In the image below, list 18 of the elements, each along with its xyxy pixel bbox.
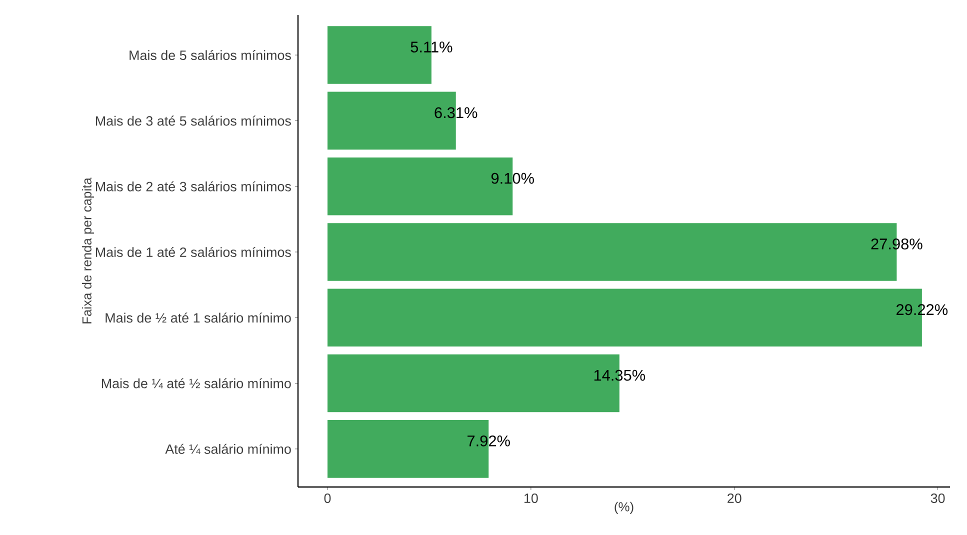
y-tick-label: Mais de ¼ até ½ salário mínimo bbox=[102, 378, 291, 388]
data-label: 14.35% bbox=[594, 370, 646, 381]
y-tick-label: Mais de 3 até 5 salários mínimos bbox=[96, 116, 291, 126]
y-tick-label: Mais de ½ até 1 salário mínimo bbox=[106, 312, 291, 323]
x-tick-label: 10 bbox=[524, 494, 538, 504]
y-tick-label: Mais de 2 até 3 salários mínimos bbox=[96, 181, 291, 192]
data-label: 29.22% bbox=[896, 304, 948, 316]
x-tick-label: 30 bbox=[930, 494, 945, 504]
x-tick-label: 0 bbox=[324, 494, 331, 504]
x-axis-title: (%) bbox=[614, 502, 634, 514]
data-label: 5.11% bbox=[410, 42, 452, 52]
data-label: 6.31% bbox=[434, 107, 478, 118]
y-tick-label: Até ¼ salário mínimo bbox=[165, 444, 291, 454]
x-tick-label: 20 bbox=[728, 494, 742, 504]
data-label: 27.98% bbox=[871, 238, 922, 250]
y-tick-label: Mais de 1 até 2 salários mínimos bbox=[96, 246, 291, 257]
y-axis-title: Faixa de renda per capita bbox=[82, 178, 94, 324]
y-tick-label: Mais de 5 salários mínimos bbox=[130, 50, 291, 60]
